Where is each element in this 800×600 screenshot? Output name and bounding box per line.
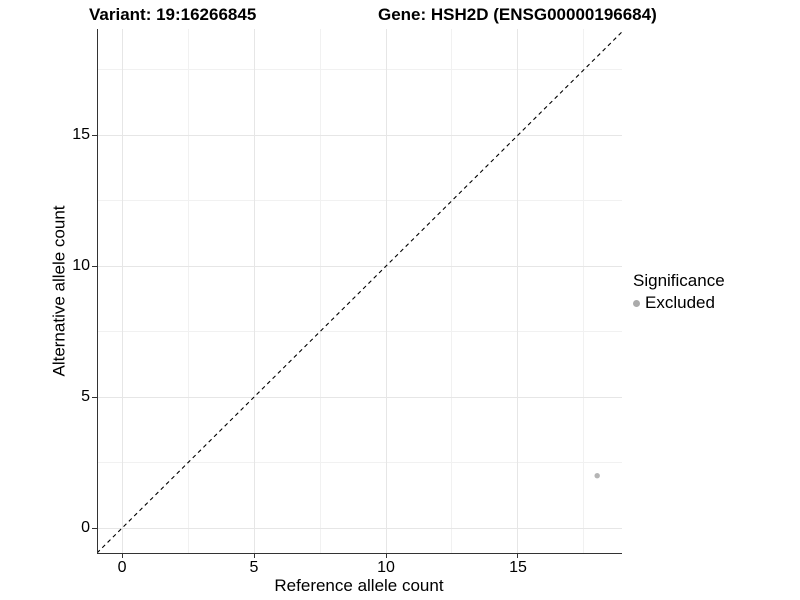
x-tick-mark	[253, 553, 255, 558]
y-axis-title: Alternative allele count	[50, 205, 70, 377]
data-point	[594, 473, 600, 479]
legend: Significance Excluded	[633, 271, 725, 313]
gridline-y-major	[98, 527, 622, 529]
y-tick-label: 15	[72, 126, 90, 144]
gridline-x-major	[121, 29, 123, 553]
gridline-x-minor	[319, 29, 321, 553]
x-tick-label: 0	[117, 559, 127, 576]
y-tick-label: 10	[72, 257, 90, 275]
gridline-y-major	[98, 134, 622, 136]
gridline-y-minor	[98, 200, 622, 202]
gridline-y-minor	[98, 69, 622, 71]
gridline-x-minor	[583, 29, 585, 553]
legend-item-excluded: Excluded	[633, 293, 725, 313]
legend-point-icon	[633, 299, 640, 307]
y-tick-mark	[92, 265, 97, 267]
gridline-y-major	[98, 265, 622, 267]
gridline-x-minor	[451, 29, 453, 553]
x-tick-label: 10	[377, 559, 395, 576]
y-tick-mark	[92, 396, 97, 398]
y-axis-title-box: Alternative allele count	[50, 29, 70, 553]
grid-layer	[98, 29, 622, 553]
gridline-x-major	[385, 29, 387, 553]
geom-layer	[98, 29, 622, 553]
identity-reference-line	[98, 31, 622, 553]
y-tick-mark	[92, 527, 97, 529]
gridline-x-major	[517, 29, 519, 553]
plot-panel: 0 5 10 15 0 5 10 15	[72, 29, 622, 576]
legend-title: Significance	[633, 271, 725, 290]
x-tick-label: 15	[509, 559, 527, 576]
y-tick-mark	[92, 134, 97, 136]
y-tick-label: 0	[81, 519, 90, 537]
gridline-y-minor	[98, 331, 622, 333]
x-tick-mark	[517, 553, 519, 558]
gridline-y-major	[98, 396, 622, 398]
x-tick-mark	[385, 553, 387, 558]
plot-title-gene: Gene: HSH2D (ENSG00000196684)	[378, 5, 657, 24]
x-tick-label: 5	[249, 559, 259, 576]
gridline-x-minor	[187, 29, 189, 553]
x-axis-title: Reference allele count	[274, 576, 444, 595]
gridline-x-major	[253, 29, 255, 553]
gridline-y-minor	[98, 462, 622, 464]
y-tick-label: 5	[81, 388, 90, 406]
plot-geoms-svg	[98, 31, 622, 553]
plot-title-variant: Variant: 19:16266845	[89, 5, 257, 24]
x-tick-mark	[121, 553, 123, 558]
legend-item-label: Excluded	[645, 293, 715, 312]
